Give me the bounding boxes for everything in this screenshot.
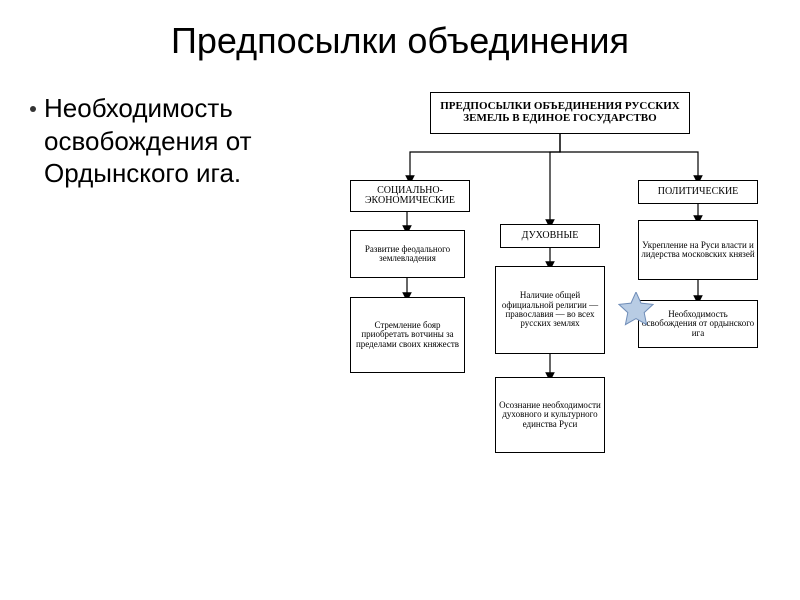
node-moscow-princes: Укрепление на Руси власти и лидерства мо… (638, 220, 758, 280)
b2n1-label: Наличие общей официальной религии — прав… (498, 291, 602, 329)
bullet-item: Необходимость освобождения от Ордынского… (30, 92, 340, 190)
branch-political: ПОЛИТИЧЕСКИЕ (638, 180, 758, 204)
node-feudal-land: Развитие феодального землевладения (350, 230, 465, 278)
branch-socioeconomic: СОЦИАЛЬНО-ЭКОНОМИЧЕСКИЕ (350, 180, 470, 212)
bullet-list: Необходимость освобождения от Ордынского… (20, 92, 340, 572)
node-orthodoxy: Наличие общей официальной религии — прав… (495, 266, 605, 354)
node-cultural-unity: Осознание необходимости духовного и куль… (495, 377, 605, 453)
branch-spiritual: ДУХОВНЫЕ (500, 224, 600, 248)
diagram: ПРЕДПОСЫЛКИ ОБЪЕДИНЕНИЯ РУССКИХ ЗЕМЕЛЬ В… (340, 92, 770, 572)
node-boyar-estates: Стремление бояр приобретать вотчины за п… (350, 297, 465, 373)
b2n2-label: Осознание необходимости духовного и куль… (498, 401, 602, 429)
branch2-label: ДУХОВНЫЕ (522, 231, 579, 242)
slide-title: Предпосылки объединения (0, 0, 800, 72)
star-icon (618, 292, 654, 333)
root-label: ПРЕДПОСЫЛКИ ОБЪЕДИНЕНИЯ РУССКИХ ЗЕМЕЛЬ В… (433, 101, 687, 124)
b3n1-label: Укрепление на Руси власти и лидерства мо… (641, 241, 755, 260)
b3n2-label: Необходимость освобождения от ордынского… (641, 310, 755, 338)
b1n2-label: Стремление бояр приобретать вотчины за п… (353, 321, 462, 349)
diagram-root-box: ПРЕДПОСЫЛКИ ОБЪЕДИНЕНИЯ РУССКИХ ЗЕМЕЛЬ В… (430, 92, 690, 134)
branch1-label: СОЦИАЛЬНО-ЭКОНОМИЧЕСКИЕ (353, 186, 467, 207)
branch3-label: ПОЛИТИЧЕСКИЕ (658, 187, 739, 198)
bullet-text: Необходимость освобождения от Ордынского… (44, 92, 340, 190)
bullet-icon (30, 106, 36, 112)
slide-content: Необходимость освобождения от Ордынского… (0, 72, 800, 572)
b1n1-label: Развитие феодального землевладения (353, 245, 462, 264)
node-liberation-horde: Необходимость освобождения от ордынского… (638, 300, 758, 348)
